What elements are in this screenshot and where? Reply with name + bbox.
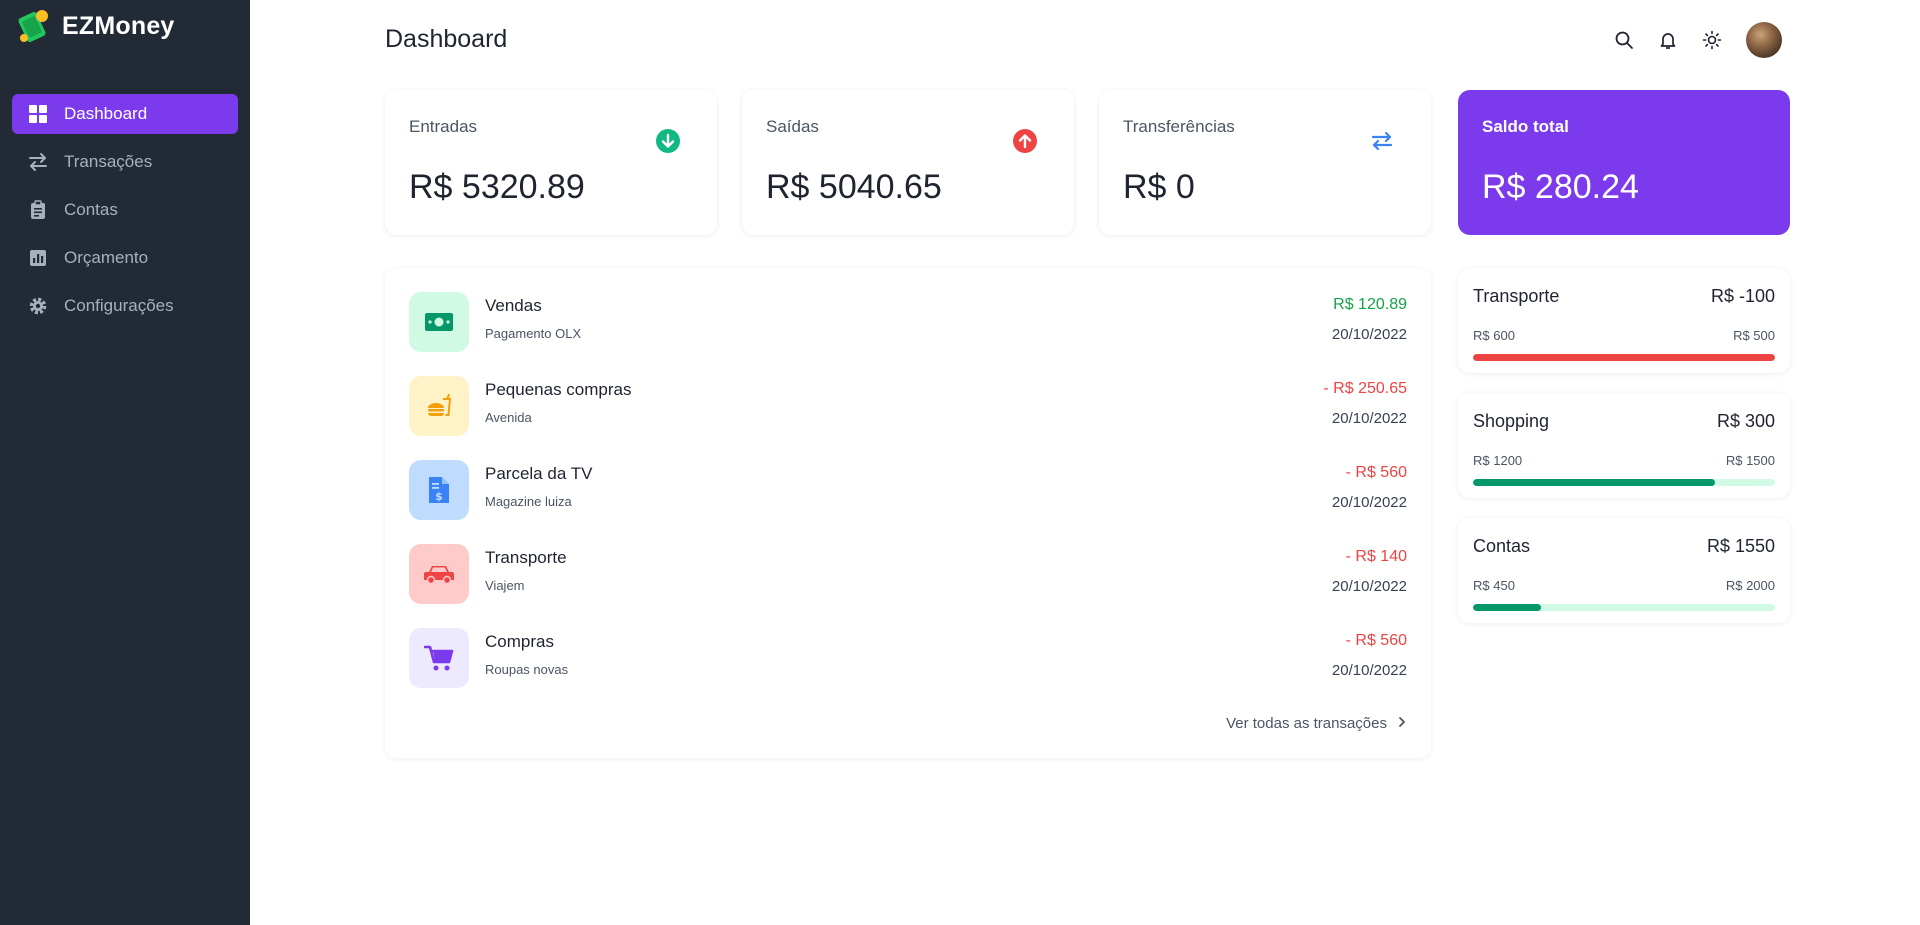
stat-value: R$ 5320.89	[409, 168, 585, 206]
transfer-icon	[1369, 128, 1395, 154]
bar-chart-icon	[28, 248, 48, 268]
sidebar-item-label: Dashboard	[64, 104, 148, 123]
budget-name: Shopping	[1473, 411, 1550, 431]
budget-name: Transporte	[1473, 286, 1560, 306]
app-name: EZMoney	[62, 11, 175, 40]
stat-card-saidas: Saídas R$ 5040.65	[742, 90, 1074, 235]
transaction-date: 20/10/2022	[1331, 410, 1407, 427]
transaction-amount: - R$ 560	[1345, 464, 1407, 481]
budget-name: Contas	[1473, 536, 1531, 556]
sidebar-item-label: Contas	[64, 200, 118, 219]
sidebar-item-dashboard[interactable]: Dashboard	[12, 94, 238, 134]
transaction-row[interactable]: Compras Roupas novas - R$ 560 20/10/2022	[409, 628, 1407, 688]
stat-label: Saldo total	[1482, 117, 1569, 136]
transaction-subtitle: Pagamento OLX	[485, 326, 582, 341]
transaction-subtitle: Viajem	[485, 578, 525, 593]
budget-progress-fill	[1473, 604, 1541, 611]
money-icon	[409, 292, 469, 352]
budget-limit: R$ 500	[1733, 328, 1775, 343]
budget-progress-fill	[1473, 479, 1715, 486]
transaction-row[interactable]: Transporte Viajem - R$ 140 20/10/2022	[409, 544, 1407, 604]
bell-icon[interactable]	[1656, 28, 1680, 52]
budget-progress-track	[1473, 354, 1775, 361]
sidebar-item-orcamento[interactable]: Orçamento	[12, 238, 238, 278]
clipboard-icon	[28, 200, 48, 220]
budget-progress-track	[1473, 479, 1775, 486]
budget-progress-track	[1473, 604, 1775, 611]
stat-value: R$ 0	[1123, 168, 1195, 206]
transactions-panel: Vendas Pagamento OLX R$ 120.89 20/10/202…	[385, 268, 1431, 758]
budget-card-transporte[interactable]: Transporte R$ -100 R$ 600 R$ 500	[1458, 268, 1790, 373]
stat-label: Entradas	[409, 117, 478, 136]
sidebar-nav: Dashboard Transações Contas	[12, 94, 238, 334]
chevron-right-icon	[1397, 715, 1407, 732]
transaction-title: Vendas	[485, 296, 542, 315]
header-actions	[1612, 22, 1782, 58]
sidebar-item-label: Orçamento	[64, 248, 149, 267]
transaction-amount: - R$ 560	[1345, 632, 1407, 649]
stat-label: Saídas	[766, 117, 819, 136]
budget-value: R$ 300	[1716, 411, 1775, 431]
svg-text:$: $	[435, 490, 443, 503]
budget-progress-fill	[1473, 354, 1775, 361]
budget-value: R$ -100	[1710, 286, 1775, 306]
sidebar-item-transacoes[interactable]: Transações	[12, 142, 238, 182]
grid-icon	[28, 104, 48, 124]
transaction-row[interactable]: $ Parcela da TV Magazine luiza - R$ 560 …	[409, 460, 1407, 520]
sidebar-item-configuracoes[interactable]: Configurações	[12, 286, 238, 326]
sidebar: EZMoney Dashboard Transações	[0, 0, 250, 925]
fastfood-icon	[409, 376, 469, 436]
transaction-date: 20/10/2022	[1331, 578, 1407, 595]
see-all-label: Ver todas as transações	[1226, 715, 1387, 732]
stat-value: R$ 280.24	[1482, 168, 1639, 206]
sidebar-item-label: Configurações	[64, 296, 174, 315]
transaction-date: 20/10/2022	[1331, 326, 1407, 343]
budget-card-contas[interactable]: Contas R$ 1550 R$ 450 R$ 2000	[1458, 518, 1790, 623]
search-icon[interactable]	[1612, 28, 1636, 52]
invoice-icon: $	[409, 460, 469, 520]
arrow-up-circle-icon	[1012, 128, 1038, 154]
stat-card-saldo-total: Saldo total R$ 280.24	[1458, 90, 1790, 235]
transaction-title: Pequenas compras	[485, 380, 632, 399]
gear-icon	[28, 296, 48, 316]
transaction-amount: - R$ 140	[1345, 548, 1407, 565]
budget-value: R$ 1550	[1706, 536, 1775, 556]
money-logo-icon	[16, 8, 52, 44]
stat-card-transferencias: Transferências R$ 0	[1099, 90, 1431, 235]
sun-icon[interactable]	[1700, 28, 1724, 52]
transaction-row[interactable]: Pequenas compras Avenida - R$ 250.65 20/…	[409, 376, 1407, 436]
app-logo[interactable]: EZMoney	[16, 8, 175, 44]
sidebar-item-contas[interactable]: Contas	[12, 190, 238, 230]
budget-card-shopping[interactable]: Shopping R$ 300 R$ 1200 R$ 1500	[1458, 393, 1790, 498]
transaction-title: Transporte	[485, 548, 567, 567]
transaction-subtitle: Magazine luiza	[485, 494, 572, 509]
budget-spent: R$ 1200	[1473, 453, 1523, 468]
budget-spent: R$ 600	[1473, 328, 1515, 343]
transaction-amount: R$ 120.89	[1333, 296, 1407, 313]
transaction-subtitle: Avenida	[485, 410, 532, 425]
car-icon	[409, 544, 469, 604]
arrow-down-circle-icon	[655, 128, 681, 154]
arrows-exchange-icon	[28, 152, 48, 172]
budget-spent: R$ 450	[1473, 578, 1515, 593]
transaction-date: 20/10/2022	[1331, 494, 1407, 511]
avatar[interactable]	[1746, 22, 1782, 58]
transaction-title: Compras	[485, 632, 554, 651]
see-all-transactions-link[interactable]: Ver todas as transações	[1226, 715, 1407, 732]
budget-limit: R$ 2000	[1725, 578, 1775, 593]
stat-label: Transferências	[1123, 117, 1235, 136]
cart-icon	[409, 628, 469, 688]
page-title: Dashboard	[385, 25, 508, 53]
budget-limit: R$ 1500	[1725, 453, 1775, 468]
transaction-title: Parcela da TV	[485, 464, 593, 483]
sidebar-item-label: Transações	[64, 152, 153, 171]
transaction-amount: - R$ 250.65	[1323, 380, 1407, 397]
transaction-date: 20/10/2022	[1331, 662, 1407, 679]
stat-card-entradas: Entradas R$ 5320.89	[385, 90, 717, 235]
transaction-row[interactable]: Vendas Pagamento OLX R$ 120.89 20/10/202…	[409, 292, 1407, 352]
stat-value: R$ 5040.65	[766, 168, 942, 206]
transaction-subtitle: Roupas novas	[485, 662, 569, 677]
